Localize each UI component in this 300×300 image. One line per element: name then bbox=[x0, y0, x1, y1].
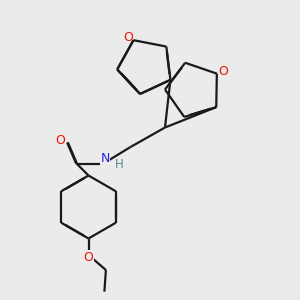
Text: O: O bbox=[218, 65, 228, 78]
Text: H: H bbox=[115, 158, 124, 172]
Text: O: O bbox=[84, 251, 93, 264]
Text: O: O bbox=[55, 134, 65, 148]
Text: N: N bbox=[100, 152, 110, 166]
Text: O: O bbox=[123, 31, 133, 44]
